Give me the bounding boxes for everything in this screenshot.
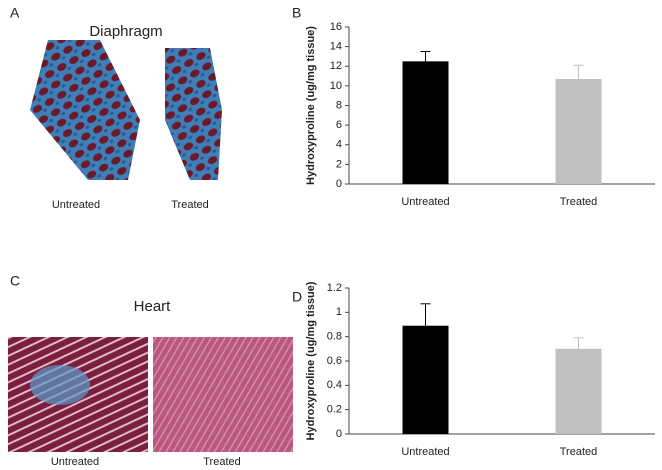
bar [402,61,449,184]
bar [555,348,602,434]
histology-image [153,337,293,452]
panel-label: A [10,5,20,21]
panel-label: C [10,273,20,289]
y-tick-label: 0.4 [327,379,342,391]
image-caption: Untreated [51,456,99,468]
y-tick-label: 0 [336,178,342,190]
y-tick-label: 0.6 [327,355,342,367]
y-tick-label: 1.2 [327,282,342,294]
x-tick-label: Untreated [401,446,449,458]
x-tick-label: Treated [560,446,598,458]
bar [555,79,602,184]
y-tick-label: 14 [330,41,342,53]
y-tick-label: 10 [330,80,342,92]
y-axis-label: Hydroxyproline (ug/mg tissue) [305,26,317,185]
x-tick-label: Treated [560,196,598,208]
y-tick-label: 6 [336,119,342,131]
image-title: Diaphragm [89,23,162,40]
panel-label: D [292,289,302,305]
histology-image [165,48,222,180]
image-caption: Untreated [52,199,100,211]
y-tick-label: 2 [336,158,342,170]
y-tick-label: 12 [330,60,342,72]
y-tick-label: 0.8 [327,331,342,343]
histology-image [30,40,140,180]
bar [402,325,449,434]
panel-label: B [292,5,301,21]
histology-detail [30,365,90,405]
y-tick-label: 0.2 [327,404,342,416]
image-caption: Treated [203,456,241,468]
y-tick-label: 1 [336,306,342,318]
image-caption: Treated [171,199,209,211]
y-axis-label: Hydroxyproline (ug/mg tissue) [305,281,317,440]
y-tick-label: 0 [336,428,342,440]
y-tick-label: 16 [330,21,342,33]
y-tick-label: 8 [336,99,342,111]
image-title: Heart [134,298,172,315]
y-tick-label: 4 [336,139,342,151]
x-tick-label: Untreated [401,196,449,208]
